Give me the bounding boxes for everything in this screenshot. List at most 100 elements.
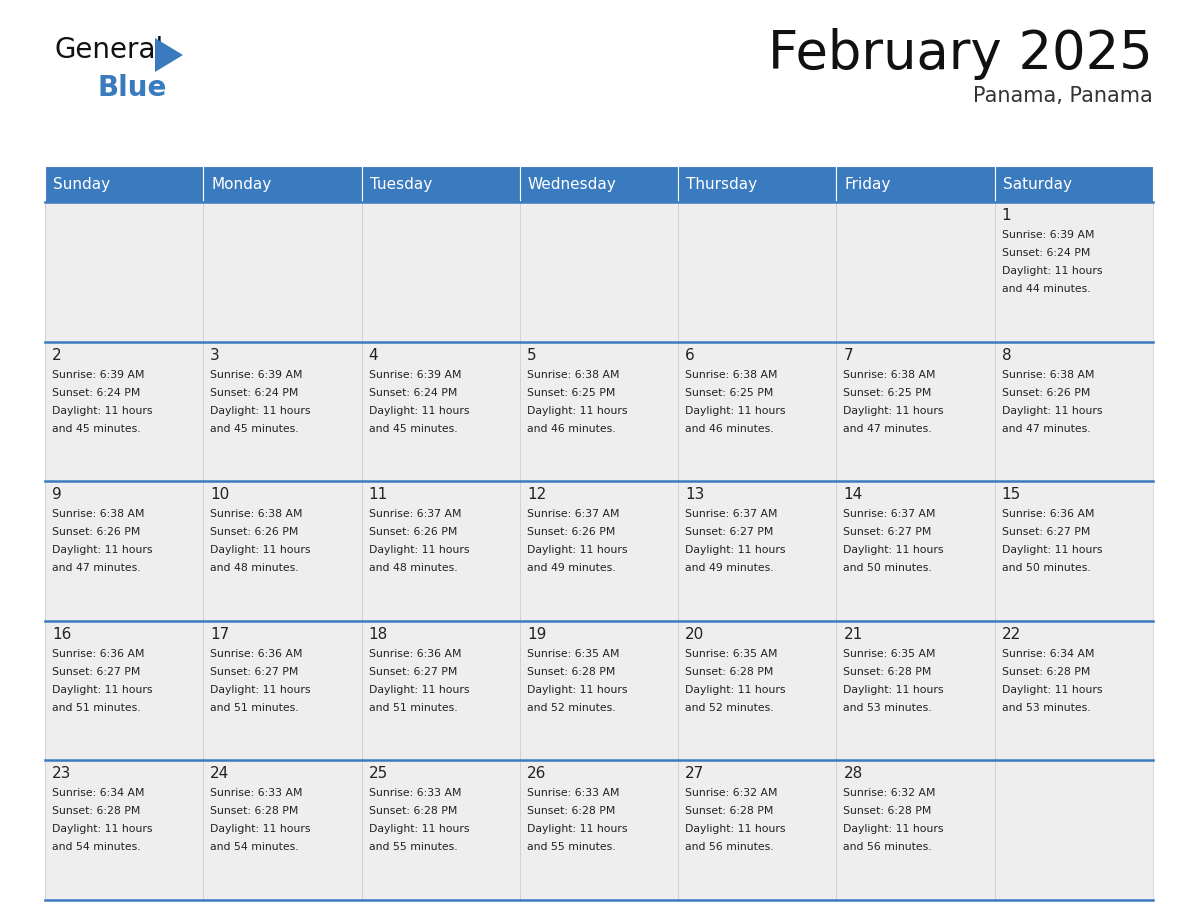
Text: Daylight: 11 hours: Daylight: 11 hours — [52, 685, 152, 695]
Text: 26: 26 — [526, 767, 546, 781]
Text: 4: 4 — [368, 348, 378, 363]
Text: and 51 minutes.: and 51 minutes. — [368, 703, 457, 712]
Text: and 56 minutes.: and 56 minutes. — [843, 843, 933, 853]
Text: Sunrise: 6:34 AM: Sunrise: 6:34 AM — [52, 789, 145, 799]
Bar — [361, 621, 520, 760]
Bar — [994, 481, 1154, 621]
Text: Sunset: 6:26 PM: Sunset: 6:26 PM — [526, 527, 615, 537]
Text: Saturday: Saturday — [1003, 176, 1072, 192]
Bar — [45, 202, 203, 341]
Text: and 53 minutes.: and 53 minutes. — [1001, 703, 1091, 712]
Text: and 47 minutes.: and 47 minutes. — [52, 564, 140, 573]
Text: 9: 9 — [52, 487, 62, 502]
Text: and 52 minutes.: and 52 minutes. — [685, 703, 773, 712]
Text: Daylight: 11 hours: Daylight: 11 hours — [210, 545, 311, 555]
Text: 19: 19 — [526, 627, 546, 642]
Text: and 54 minutes.: and 54 minutes. — [210, 843, 299, 853]
Text: 12: 12 — [526, 487, 546, 502]
Bar — [361, 202, 520, 341]
Bar — [994, 621, 1154, 760]
Text: Daylight: 11 hours: Daylight: 11 hours — [52, 824, 152, 834]
Text: Sunset: 6:25 PM: Sunset: 6:25 PM — [685, 387, 773, 397]
Text: and 47 minutes.: and 47 minutes. — [843, 423, 933, 433]
Text: Sunset: 6:25 PM: Sunset: 6:25 PM — [526, 387, 615, 397]
Text: Daylight: 11 hours: Daylight: 11 hours — [843, 545, 944, 555]
Text: Sunrise: 6:37 AM: Sunrise: 6:37 AM — [685, 509, 778, 520]
Bar — [520, 166, 678, 202]
Text: Sunrise: 6:37 AM: Sunrise: 6:37 AM — [368, 509, 461, 520]
Bar — [203, 760, 361, 900]
Text: and 44 minutes.: and 44 minutes. — [1001, 284, 1091, 294]
Bar — [994, 760, 1154, 900]
Text: Daylight: 11 hours: Daylight: 11 hours — [52, 545, 152, 555]
Text: Sunset: 6:28 PM: Sunset: 6:28 PM — [526, 806, 615, 816]
Text: Sunrise: 6:38 AM: Sunrise: 6:38 AM — [52, 509, 145, 520]
Text: Sunset: 6:24 PM: Sunset: 6:24 PM — [210, 387, 298, 397]
Text: Daylight: 11 hours: Daylight: 11 hours — [843, 406, 944, 416]
Text: Daylight: 11 hours: Daylight: 11 hours — [368, 406, 469, 416]
Text: 16: 16 — [52, 627, 71, 642]
Bar — [836, 202, 994, 341]
Text: Sunrise: 6:32 AM: Sunrise: 6:32 AM — [843, 789, 936, 799]
Bar — [520, 621, 678, 760]
Bar — [45, 621, 203, 760]
Text: Sunset: 6:25 PM: Sunset: 6:25 PM — [843, 387, 931, 397]
Text: Daylight: 11 hours: Daylight: 11 hours — [1001, 266, 1102, 276]
Text: Sunset: 6:26 PM: Sunset: 6:26 PM — [210, 527, 298, 537]
Text: Sunrise: 6:36 AM: Sunrise: 6:36 AM — [1001, 509, 1094, 520]
Text: Sunset: 6:28 PM: Sunset: 6:28 PM — [52, 806, 140, 816]
Text: Sunrise: 6:39 AM: Sunrise: 6:39 AM — [1001, 230, 1094, 240]
Text: Sunset: 6:27 PM: Sunset: 6:27 PM — [210, 666, 298, 677]
Text: and 48 minutes.: and 48 minutes. — [210, 564, 299, 573]
Text: Sunrise: 6:34 AM: Sunrise: 6:34 AM — [1001, 649, 1094, 659]
Text: Daylight: 11 hours: Daylight: 11 hours — [1001, 406, 1102, 416]
Bar — [45, 481, 203, 621]
Text: Daylight: 11 hours: Daylight: 11 hours — [210, 406, 311, 416]
Text: and 46 minutes.: and 46 minutes. — [685, 423, 773, 433]
Text: Sunrise: 6:38 AM: Sunrise: 6:38 AM — [685, 370, 778, 380]
Text: Sunrise: 6:38 AM: Sunrise: 6:38 AM — [1001, 370, 1094, 380]
Text: and 54 minutes.: and 54 minutes. — [52, 843, 140, 853]
Bar — [361, 481, 520, 621]
Bar — [678, 166, 836, 202]
Bar — [678, 621, 836, 760]
Text: Daylight: 11 hours: Daylight: 11 hours — [685, 685, 785, 695]
Text: and 50 minutes.: and 50 minutes. — [843, 564, 933, 573]
Polygon shape — [154, 38, 183, 72]
Text: Blue: Blue — [97, 74, 166, 102]
Bar — [361, 166, 520, 202]
Text: and 46 minutes.: and 46 minutes. — [526, 423, 615, 433]
Text: Daylight: 11 hours: Daylight: 11 hours — [368, 545, 469, 555]
Text: Sunrise: 6:38 AM: Sunrise: 6:38 AM — [843, 370, 936, 380]
Text: and 52 minutes.: and 52 minutes. — [526, 703, 615, 712]
Text: Daylight: 11 hours: Daylight: 11 hours — [1001, 685, 1102, 695]
Text: Sunset: 6:24 PM: Sunset: 6:24 PM — [368, 387, 457, 397]
Text: Sunset: 6:28 PM: Sunset: 6:28 PM — [843, 806, 931, 816]
Text: Sunrise: 6:36 AM: Sunrise: 6:36 AM — [52, 649, 145, 659]
Bar — [836, 760, 994, 900]
Bar — [520, 760, 678, 900]
Text: Sunrise: 6:33 AM: Sunrise: 6:33 AM — [210, 789, 303, 799]
Text: 22: 22 — [1001, 627, 1020, 642]
Text: 18: 18 — [368, 627, 387, 642]
Bar — [678, 341, 836, 481]
Bar — [520, 202, 678, 341]
Text: Daylight: 11 hours: Daylight: 11 hours — [685, 545, 785, 555]
Text: and 49 minutes.: and 49 minutes. — [526, 564, 615, 573]
Text: 28: 28 — [843, 767, 862, 781]
Text: Daylight: 11 hours: Daylight: 11 hours — [368, 685, 469, 695]
Text: and 49 minutes.: and 49 minutes. — [685, 564, 773, 573]
Text: Daylight: 11 hours: Daylight: 11 hours — [843, 685, 944, 695]
Text: Sunrise: 6:37 AM: Sunrise: 6:37 AM — [526, 509, 619, 520]
Text: Daylight: 11 hours: Daylight: 11 hours — [210, 824, 311, 834]
Text: and 53 minutes.: and 53 minutes. — [843, 703, 933, 712]
Text: Sunset: 6:28 PM: Sunset: 6:28 PM — [526, 666, 615, 677]
Text: 5: 5 — [526, 348, 537, 363]
Text: Sunset: 6:27 PM: Sunset: 6:27 PM — [685, 527, 773, 537]
Bar — [678, 202, 836, 341]
Text: Tuesday: Tuesday — [369, 176, 431, 192]
Text: Sunset: 6:26 PM: Sunset: 6:26 PM — [52, 527, 140, 537]
Text: Daylight: 11 hours: Daylight: 11 hours — [526, 685, 627, 695]
Text: and 51 minutes.: and 51 minutes. — [210, 703, 299, 712]
Text: Friday: Friday — [845, 176, 891, 192]
